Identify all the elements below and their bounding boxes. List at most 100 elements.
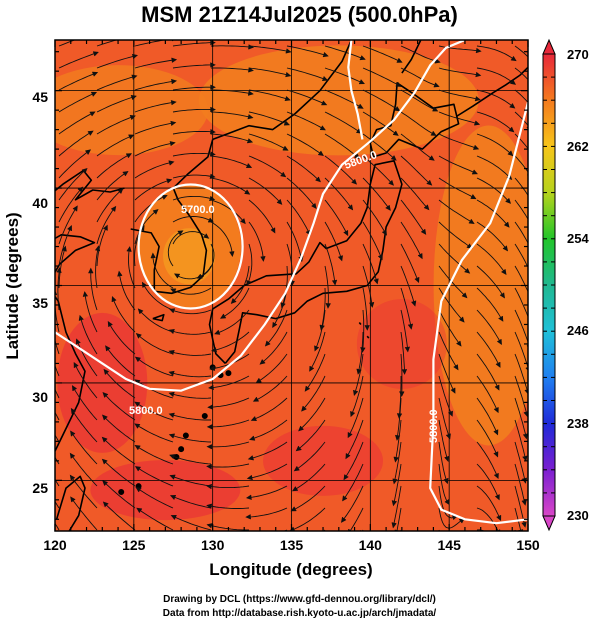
colorbar: 270 262 254 246 238 230 bbox=[542, 38, 589, 532]
streamline-arrow bbox=[49, 351, 53, 356]
streamline bbox=[438, 221, 472, 249]
streamline bbox=[324, 199, 349, 236]
streamline bbox=[476, 397, 499, 435]
streamline-arrow bbox=[131, 74, 138, 80]
height-contour-5800 bbox=[347, 40, 364, 140]
y-tick-label: 25 bbox=[32, 480, 48, 496]
streamline bbox=[231, 265, 250, 304]
streamline bbox=[362, 199, 387, 236]
y-tick-label: 45 bbox=[32, 89, 48, 105]
streamline bbox=[476, 331, 501, 368]
streamline bbox=[220, 287, 250, 319]
streamline-arrow bbox=[493, 429, 499, 436]
streamline-arrow bbox=[50, 426, 54, 431]
streamline bbox=[96, 188, 123, 223]
streamline bbox=[172, 152, 215, 157]
streamline bbox=[170, 495, 212, 509]
streamline-arrow bbox=[206, 464, 213, 470]
streamline-arrow bbox=[56, 267, 62, 274]
streamline bbox=[135, 466, 174, 487]
streamline bbox=[393, 441, 402, 484]
streamline bbox=[134, 423, 174, 443]
streamline bbox=[438, 199, 475, 224]
streamline bbox=[324, 89, 364, 109]
streamline bbox=[248, 45, 291, 53]
streamline bbox=[398, 376, 402, 418]
streamline bbox=[394, 419, 402, 462]
streamline bbox=[438, 155, 478, 175]
streamline bbox=[207, 419, 250, 428]
streamline-arrow bbox=[461, 292, 468, 299]
streamline bbox=[251, 397, 288, 421]
y-axis-label: Latitude (degrees) bbox=[3, 212, 22, 359]
streamline bbox=[172, 42, 215, 47]
streamline-arrow bbox=[229, 251, 235, 258]
streamline bbox=[169, 434, 212, 443]
streamline bbox=[362, 111, 399, 136]
temperature-patch bbox=[163, 228, 216, 285]
streamline bbox=[400, 89, 438, 112]
streamline bbox=[286, 67, 328, 81]
streamline bbox=[197, 243, 215, 279]
streamline bbox=[362, 45, 402, 63]
streamline bbox=[400, 155, 432, 186]
colorbar-tick-label: 254 bbox=[567, 231, 589, 246]
x-tick-label: 125 bbox=[122, 537, 146, 553]
streamline-arrow bbox=[136, 507, 143, 513]
streamline-arrow bbox=[135, 487, 142, 493]
streamline-arrow bbox=[171, 57, 178, 63]
streamline-arrow bbox=[391, 500, 397, 507]
streamline bbox=[476, 529, 485, 531]
streamline-arrow bbox=[411, 300, 417, 307]
streamline bbox=[138, 308, 174, 333]
streamline-arrow bbox=[443, 478, 449, 485]
streamline-arrow bbox=[168, 412, 175, 418]
streamline bbox=[102, 437, 136, 465]
streamline bbox=[134, 122, 176, 135]
streamline-arrow bbox=[92, 51, 99, 57]
streamline bbox=[309, 331, 326, 372]
streamline bbox=[170, 287, 212, 295]
streamline bbox=[324, 45, 365, 60]
streamline-arrow bbox=[130, 95, 137, 100]
streamline-arrow bbox=[390, 155, 397, 161]
streamline bbox=[438, 507, 465, 529]
streamline bbox=[438, 375, 453, 416]
streamline bbox=[96, 115, 136, 135]
streamline-arrow bbox=[280, 171, 287, 178]
streamline bbox=[248, 221, 264, 261]
streamline-arrow bbox=[432, 106, 439, 112]
streamline bbox=[248, 441, 288, 460]
streamline-arrow bbox=[77, 186, 84, 193]
streamline-arrow bbox=[137, 308, 144, 315]
streamline bbox=[70, 453, 98, 487]
streamline bbox=[174, 265, 212, 280]
streamline bbox=[172, 131, 215, 135]
streamline bbox=[58, 130, 94, 157]
streamline-arrow bbox=[89, 111, 96, 117]
streamline-arrow bbox=[152, 209, 159, 215]
streamline-arrow bbox=[107, 320, 113, 327]
streamline bbox=[438, 243, 470, 274]
streamline bbox=[314, 309, 326, 351]
streamline-arrow bbox=[206, 424, 213, 430]
island bbox=[118, 489, 125, 496]
streamline-arrow bbox=[87, 130, 94, 136]
streamline-arrow bbox=[495, 361, 501, 368]
streamline bbox=[136, 333, 174, 355]
streamline-arrow bbox=[174, 273, 180, 279]
streamline bbox=[341, 485, 364, 523]
streamline bbox=[476, 309, 502, 345]
streamline-arrow bbox=[170, 515, 177, 520]
streamline bbox=[362, 67, 401, 87]
streamline-arrow bbox=[122, 171, 129, 177]
streamline-arrow bbox=[161, 194, 168, 200]
streamline-arrow bbox=[211, 347, 217, 353]
streamline-arrow bbox=[378, 254, 383, 261]
streamline bbox=[400, 45, 440, 63]
coastline bbox=[55, 169, 125, 452]
streamline-arrow bbox=[168, 328, 175, 334]
streamline bbox=[324, 67, 365, 85]
streamline-arrow bbox=[510, 79, 517, 85]
streamline-arrow bbox=[134, 356, 141, 362]
